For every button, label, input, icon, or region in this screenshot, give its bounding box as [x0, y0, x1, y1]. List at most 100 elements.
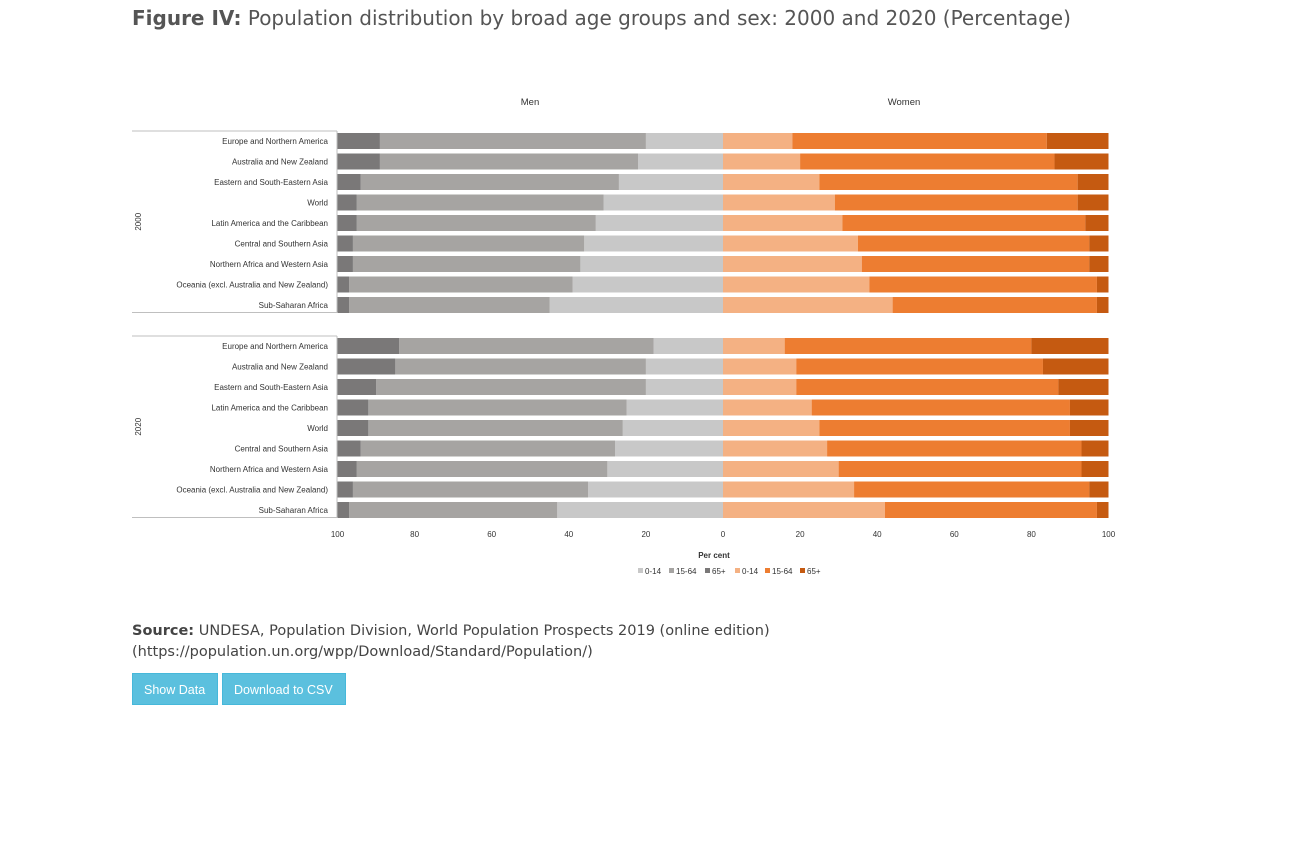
bar-men-0-14 [638, 153, 723, 170]
category-label: World [307, 424, 328, 433]
x-tick-label: 100 [331, 530, 345, 539]
bar-men-65+ [337, 174, 361, 190]
bar-women-65+ [1069, 420, 1109, 436]
bar-men-15-64 [356, 461, 608, 477]
bar-women-65+ [1081, 461, 1109, 477]
bar-women-0-14 [723, 276, 870, 293]
bar-women-65+ [1054, 153, 1109, 170]
bar-men-65+ [337, 133, 380, 149]
legend-label: 0-14 [645, 567, 662, 576]
bar-men-0-14 [572, 276, 723, 293]
bar-men-0-14 [622, 420, 723, 436]
bar-men-65+ [337, 153, 380, 170]
bar-women-65+ [1058, 379, 1109, 395]
figure-title-text: Population distribution by broad age gro… [247, 6, 1071, 30]
bar-men-15-64 [360, 174, 619, 190]
category-label: Northern Africa and Western Asia [210, 465, 329, 474]
bar-men-0-14 [603, 194, 723, 211]
category-label: Central and Southern Asia [235, 445, 329, 454]
bar-women-0-14 [723, 194, 835, 211]
category-label: Northern Africa and Western Asia [210, 260, 329, 269]
bar-women-15-64 [819, 174, 1078, 190]
bar-men-65+ [337, 358, 396, 375]
bar-women-0-14 [723, 399, 812, 416]
bar-women-65+ [1096, 502, 1109, 518]
bar-women-65+ [1077, 174, 1109, 190]
bar-women-0-14 [723, 174, 820, 190]
bar-men-65+ [337, 399, 369, 416]
legend-swatch [638, 568, 643, 573]
x-tick-label: 60 [487, 530, 496, 539]
bar-men-65+ [337, 379, 377, 395]
bar-men-15-64 [360, 440, 616, 457]
category-label: Australia and New Zealand [232, 158, 328, 167]
bar-women-15-64 [800, 153, 1055, 170]
download-csv-button[interactable]: Download to CSV [222, 673, 346, 705]
bar-men-15-64 [349, 276, 573, 293]
category-label: Australia and New Zealand [232, 363, 328, 372]
bar-women-0-14 [723, 215, 843, 231]
panel-title-women: Women [888, 97, 921, 108]
bar-women-0-14 [723, 358, 797, 375]
bar-women-0-14 [723, 440, 828, 457]
bar-women-65+ [1085, 215, 1109, 231]
category-label: Eastern and South-Eastern Asia [214, 178, 328, 187]
category-label: Oceania (excl. Australia and New Zealand… [176, 486, 328, 495]
bar-women-0-14 [723, 256, 862, 272]
category-label: Europe and Northern America [222, 342, 328, 351]
x-axis-label: Per cent [698, 551, 730, 560]
bar-men-65+ [337, 194, 357, 211]
bar-men-15-64 [395, 358, 646, 375]
bar-women-65+ [1077, 194, 1109, 211]
year-label: 2000 [134, 212, 143, 230]
bar-women-15-64 [854, 481, 1090, 498]
x-tick-label: 80 [1027, 530, 1036, 539]
bar-men-0-14 [588, 481, 723, 498]
bar-men-65+ [337, 215, 357, 231]
category-label: Europe and Northern America [222, 137, 328, 146]
population-chart: Men Women 2000 Europe and Northern America A… [132, 97, 1116, 576]
bar-men-65+ [337, 461, 357, 477]
bar-women-0-14 [723, 461, 839, 477]
bar-men-0-14 [645, 358, 723, 375]
bar-women-65+ [1042, 358, 1109, 375]
bar-women-0-14 [723, 153, 801, 170]
bar-men-0-14 [584, 235, 723, 252]
bar-men-0-14 [653, 338, 723, 354]
source-note: Source: UNDESA, Population Division, Wor… [132, 621, 770, 663]
x-tick-label: 20 [796, 530, 805, 539]
bar-men-0-14 [580, 256, 723, 272]
category-label: Eastern and South-Eastern Asia [214, 383, 328, 392]
panel-title-men: Men [521, 97, 539, 108]
bar-women-15-64 [827, 440, 1082, 457]
bar-men-65+ [337, 440, 361, 457]
bar-women-15-64 [792, 133, 1047, 149]
bar-women-0-14 [723, 133, 793, 149]
bar-women-0-14 [723, 481, 855, 498]
bar-women-0-14 [723, 379, 797, 395]
bar-women-15-64 [784, 338, 1032, 354]
bar-women-0-14 [723, 502, 885, 518]
bar-women-15-64 [811, 399, 1070, 416]
figure-label: Figure IV: [132, 6, 242, 30]
bar-men-65+ [337, 297, 350, 313]
bar-men-65+ [337, 481, 353, 498]
bar-women-65+ [1089, 256, 1109, 272]
bar-men-15-64 [349, 502, 558, 518]
bar-men-65+ [337, 235, 353, 252]
bar-men-0-14 [595, 215, 723, 231]
bar-women-15-64 [838, 461, 1082, 477]
bar-men-15-64 [379, 133, 646, 149]
show-data-button[interactable]: Show Data [132, 673, 218, 705]
category-label: Sub-Saharan Africa [259, 506, 329, 515]
legend-label: 15-64 [676, 567, 697, 576]
category-label: Latin America and the Caribbean [211, 404, 328, 413]
bar-men-15-64 [352, 256, 581, 272]
bar-men-15-64 [368, 399, 627, 416]
bar-women-15-64 [834, 194, 1078, 211]
x-tick-label: 80 [410, 530, 419, 539]
bar-men-0-14 [626, 399, 723, 416]
bar-men-0-14 [615, 440, 723, 457]
category-label: Oceania (excl. Australia and New Zealand… [176, 281, 328, 290]
bar-women-65+ [1046, 133, 1109, 149]
